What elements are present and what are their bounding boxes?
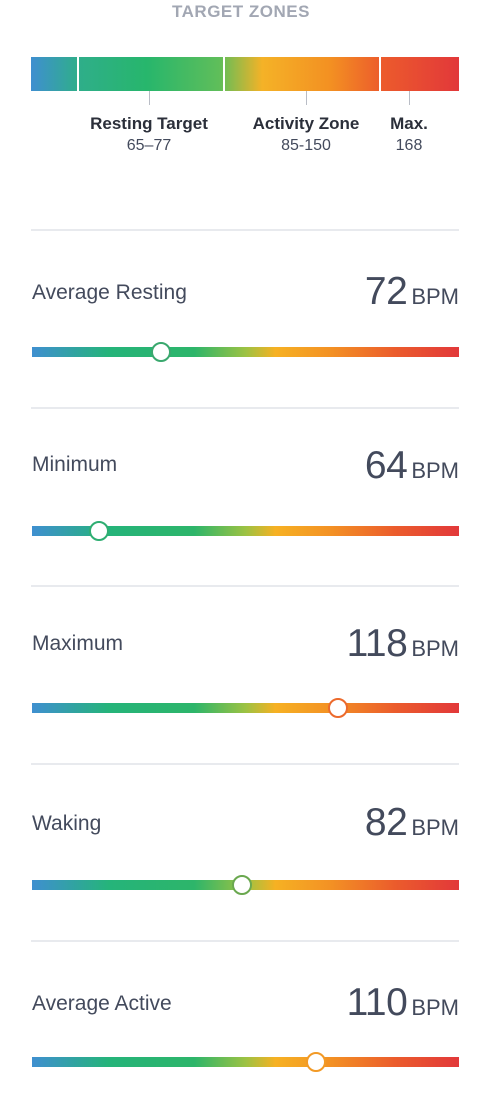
zone-name: Resting Target [90,114,208,133]
zone-range: 168 [395,137,423,154]
metric-value: 82 BPM [365,801,459,845]
bpm-range-track [32,526,459,536]
section-divider [31,763,459,765]
zone-label-activity: Activity Zone 85-150 [253,114,360,155]
metric-label: Waking [32,812,102,835]
zone-range: 85-150 [281,137,331,154]
metric-label: Average Active [32,992,172,1015]
zone-name: Max. [390,114,428,133]
bpm-marker [232,875,252,895]
section-divider [31,940,459,942]
metric-label: Average Resting [32,281,187,304]
metric-label: Minimum [32,453,118,476]
zone-tick-resting [149,91,150,105]
zone-tick-max [409,91,410,105]
metric-number: 82 [364,801,408,844]
metric-number: 110 [346,981,408,1024]
bpm-marker [306,1052,326,1072]
metric-value: 72 BPM [365,270,459,314]
target-zones-title: TARGET ZONES [172,2,310,21]
section-divider [31,585,459,587]
bpm-range-track [32,703,459,713]
zone-divider [379,57,381,91]
zone-divider [77,57,79,91]
metric-value: 118 BPM [347,622,459,666]
bpm-marker [89,521,109,541]
zone-label-resting: Resting Target 65–77 [90,114,208,155]
zone-divider [223,57,225,91]
section-divider [31,229,459,231]
metric-label: Maximum [32,632,124,655]
metric-unit: BPM [411,995,459,1020]
bpm-range-track [32,347,459,357]
target-zones-bar [31,57,459,91]
zone-tick-activity [306,91,307,105]
metric-number: 72 [364,270,408,313]
metric-value: 110 BPM [347,981,459,1025]
bpm-range-track [32,1057,459,1067]
metric-unit: BPM [411,284,459,309]
metric-unit: BPM [411,458,459,483]
zone-range: 65–77 [126,137,172,154]
metric-unit: BPM [411,815,459,840]
zone-name: Activity Zone [252,114,360,133]
metric-number: 118 [346,622,408,665]
bpm-marker [328,698,348,718]
section-divider [31,407,459,409]
metric-value: 64 BPM [365,444,459,488]
bpm-marker [151,342,171,362]
metric-unit: BPM [411,636,459,661]
zone-label-max: Max. 168 [390,114,428,155]
metric-number: 64 [364,444,408,487]
